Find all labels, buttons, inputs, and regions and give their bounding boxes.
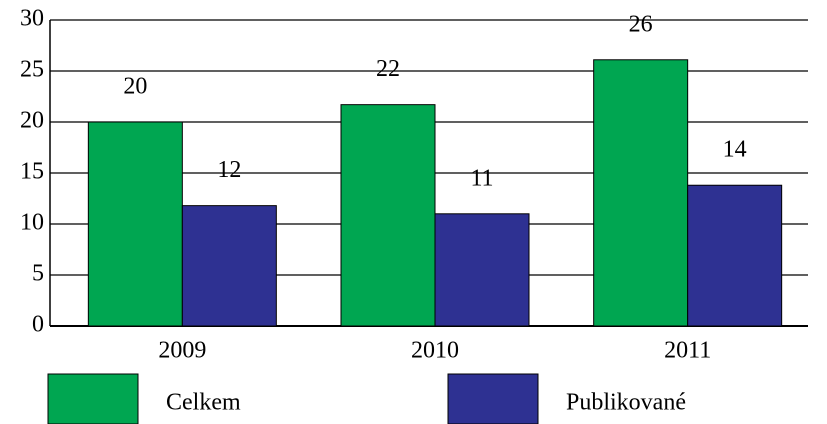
value-label: 11 [470,165,493,191]
bar [87,121,183,327]
x-tick-label: 2011 [664,338,711,364]
y-tick-label: 20 [20,108,44,134]
x-tick-label: 2010 [411,338,459,364]
bar [687,184,783,327]
legend-label: Celkem [166,390,241,416]
value-label: 14 [723,137,747,163]
y-tick-label: 25 [20,57,44,83]
y-tick-label: 10 [20,210,44,236]
x-tick-label: 2009 [158,338,206,364]
y-tick-label: 15 [20,159,44,185]
value-label: 26 [629,11,653,37]
value-label: 12 [217,157,241,183]
value-label: 22 [376,56,400,82]
bar [593,59,689,327]
bar [181,205,277,327]
legend-swatch [447,373,539,424]
legend-swatch [47,373,139,424]
y-tick-label: 5 [32,261,44,287]
bar [340,104,436,327]
value-label: 20 [123,74,147,100]
legend-label: Publikované [566,390,686,416]
bar [434,213,530,327]
y-tick-label: 0 [32,312,44,338]
y-tick-label: 30 [20,6,44,32]
